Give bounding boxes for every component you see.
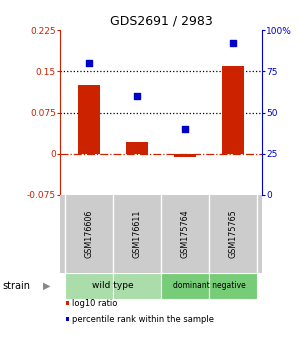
Title: GDS2691 / 2983: GDS2691 / 2983 (110, 15, 212, 28)
Point (183, 126, 188, 132)
FancyBboxPatch shape (209, 273, 257, 299)
Text: strain: strain (2, 281, 30, 291)
Text: GSM175765: GSM175765 (229, 210, 238, 258)
Bar (222, 66, 244, 154)
Text: ▶: ▶ (43, 281, 50, 291)
Text: percentile rank within the sample: percentile rank within the sample (72, 314, 214, 324)
Bar (126, 142, 148, 154)
Point (86, 60, 91, 66)
Text: dominant negative: dominant negative (173, 281, 245, 291)
Text: GSM176611: GSM176611 (133, 210, 142, 258)
Point (231, 40, 236, 46)
FancyBboxPatch shape (65, 273, 113, 299)
Text: wild type: wild type (92, 281, 134, 291)
Text: GSM175764: GSM175764 (181, 210, 190, 258)
FancyBboxPatch shape (161, 273, 209, 299)
Bar (78, 85, 100, 154)
Text: GSM176606: GSM176606 (84, 210, 93, 258)
Text: log10 ratio: log10 ratio (72, 298, 117, 308)
Point (135, 93, 140, 99)
Bar (174, 154, 196, 156)
FancyBboxPatch shape (113, 273, 161, 299)
